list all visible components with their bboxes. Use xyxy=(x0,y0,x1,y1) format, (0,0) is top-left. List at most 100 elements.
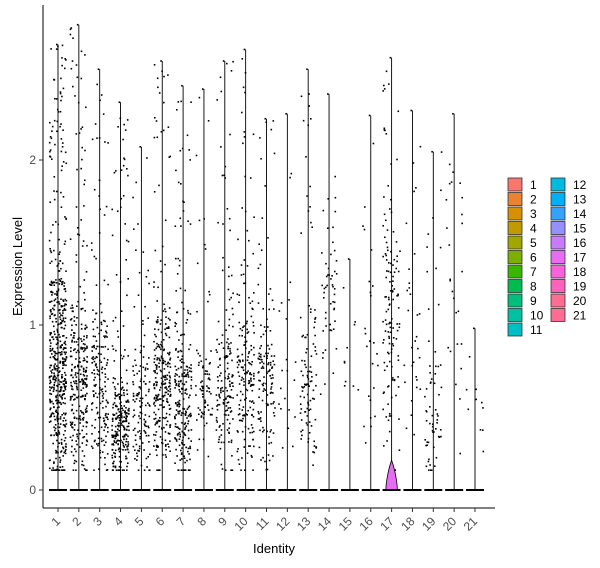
data-point-14 xyxy=(322,209,325,212)
data-point-13 xyxy=(314,350,317,352)
data-point-2 xyxy=(80,338,82,340)
data-point-3 xyxy=(104,385,106,388)
data-point-16 xyxy=(377,364,379,367)
data-point-7 xyxy=(176,330,179,333)
data-point-10 xyxy=(246,372,248,374)
data-point-11 xyxy=(259,417,262,419)
data-point-1 xyxy=(55,409,58,412)
data-point-5 xyxy=(134,359,136,362)
data-point-9 xyxy=(222,403,225,405)
data-point-1 xyxy=(49,375,51,378)
data-point-9 xyxy=(221,174,224,177)
data-point-7 xyxy=(174,380,177,382)
data-point-10 xyxy=(252,308,254,311)
data-point-1 xyxy=(60,150,63,153)
data-point-17 xyxy=(383,361,386,364)
data-point-11 xyxy=(266,372,268,374)
legend-key-11 xyxy=(507,322,523,337)
data-point-9 xyxy=(231,374,234,376)
data-point-9 xyxy=(224,177,226,179)
data-point-5 xyxy=(147,390,150,393)
data-point-6 xyxy=(158,425,161,428)
data-point-13 xyxy=(307,441,309,443)
data-point-6 xyxy=(165,386,167,388)
data-point-1 xyxy=(56,368,58,370)
legend-label-14: 14 xyxy=(573,207,587,221)
data-point-2 xyxy=(84,149,86,152)
data-point-4 xyxy=(123,435,126,438)
data-point-7 xyxy=(182,362,185,364)
data-point-16 xyxy=(369,399,372,401)
data-point-5 xyxy=(133,374,136,376)
data-point-7 xyxy=(184,426,187,429)
data-point-1 xyxy=(53,372,55,375)
data-point-14 xyxy=(330,278,332,280)
data-point-5 xyxy=(148,469,151,471)
data-point-4 xyxy=(121,415,123,417)
data-point-4 xyxy=(123,469,125,471)
data-point-1 xyxy=(59,312,61,314)
data-point-3 xyxy=(98,179,101,181)
data-point-2 xyxy=(85,369,87,372)
data-point-1 xyxy=(56,394,58,397)
data-point-17 xyxy=(397,110,400,113)
data-point-1 xyxy=(56,336,59,339)
data-point-10 xyxy=(238,419,241,422)
data-point-7 xyxy=(187,374,190,376)
data-point-4 xyxy=(118,411,121,413)
data-point-6 xyxy=(161,384,163,386)
data-point-3 xyxy=(93,440,96,443)
data-point-7 xyxy=(187,376,190,378)
data-point-1 xyxy=(51,294,53,296)
data-point-2 xyxy=(72,85,74,88)
data-point-2 xyxy=(79,361,81,363)
data-point-11 xyxy=(265,330,267,332)
data-point-7 xyxy=(180,225,182,227)
data-point-6 xyxy=(169,351,171,354)
data-point-1 xyxy=(50,381,52,383)
data-point-4 xyxy=(112,462,115,465)
data-point-17 xyxy=(387,308,390,311)
data-point-16 xyxy=(369,417,372,419)
data-point-10 xyxy=(237,238,239,241)
data-point-1 xyxy=(53,284,56,286)
data-point-18 xyxy=(410,400,413,402)
data-point-7 xyxy=(181,422,183,424)
data-point-21 xyxy=(468,356,471,358)
data-point-1 xyxy=(55,365,58,367)
data-point-max-14 xyxy=(327,93,329,95)
data-point-19 xyxy=(437,365,440,368)
data-point-6 xyxy=(168,375,171,377)
data-point-1 xyxy=(63,285,65,287)
data-point-13 xyxy=(310,221,312,224)
data-point-2 xyxy=(85,407,88,409)
data-point-1 xyxy=(59,381,61,383)
data-point-7 xyxy=(182,436,184,439)
data-point-7 xyxy=(189,447,192,450)
data-point-8 xyxy=(204,248,207,250)
data-point-10 xyxy=(253,216,255,218)
data-point-6 xyxy=(163,303,165,306)
data-point-17 xyxy=(395,338,398,340)
data-point-10 xyxy=(250,384,253,387)
data-point-10 xyxy=(239,390,242,393)
data-point-10 xyxy=(240,274,243,276)
data-point-13 xyxy=(308,93,310,95)
data-point-16 xyxy=(374,415,376,418)
data-point-9 xyxy=(228,395,230,397)
data-point-3 xyxy=(96,366,98,369)
data-point-6 xyxy=(164,439,167,442)
data-point-1 xyxy=(55,449,57,452)
data-point-8 xyxy=(202,417,205,419)
data-point-1 xyxy=(61,146,64,148)
data-point-17 xyxy=(388,335,390,338)
data-point-3 xyxy=(107,431,109,433)
data-point-1 xyxy=(65,380,67,383)
data-point-2 xyxy=(79,419,82,421)
data-point-1 xyxy=(53,434,55,437)
data-point-7 xyxy=(179,359,182,362)
data-point-1 xyxy=(54,429,56,432)
data-point-5 xyxy=(137,393,140,395)
data-point-6 xyxy=(169,376,171,379)
data-point-18 xyxy=(412,361,415,364)
